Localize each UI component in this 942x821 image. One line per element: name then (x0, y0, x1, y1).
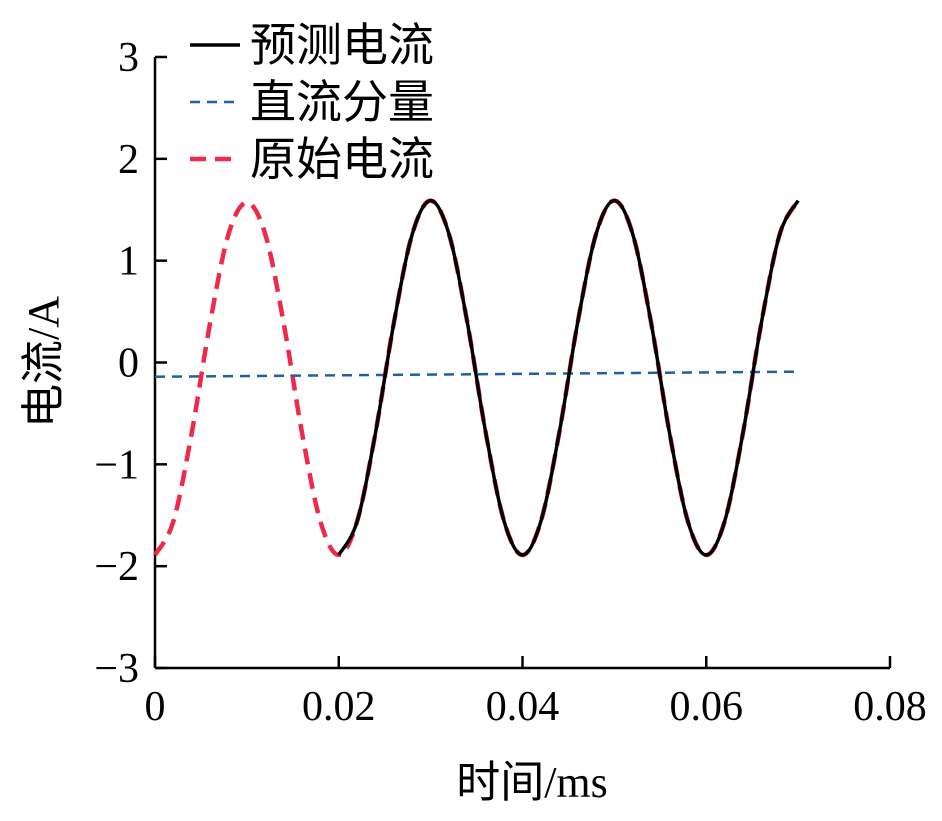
x-tick-label: 0 (145, 684, 166, 730)
x-axis-label: 时间/ms (456, 758, 608, 807)
x-tick-label: 0.04 (486, 684, 560, 730)
y-tick-label: 0 (118, 341, 139, 387)
legend-label-0: 预测电流 (250, 20, 434, 71)
y-tick-label: −3 (94, 646, 139, 692)
legend-label-1: 直流分量 (250, 77, 434, 128)
series-line-1 (154, 370, 799, 379)
y-tick-label: −1 (94, 442, 139, 488)
series-group (153, 198, 801, 558)
y-tick-label: −2 (94, 544, 139, 590)
x-tick-label: 0.06 (670, 684, 744, 730)
x-tick-label: 0.02 (302, 684, 376, 730)
series-line-0 (337, 198, 800, 557)
y-tick-label: 1 (118, 239, 139, 285)
x-tick-label: 0.08 (853, 684, 927, 730)
legend-label-2: 原始电流 (250, 134, 434, 185)
y-tick-label: 3 (118, 35, 139, 81)
y-axis-label: 电流/A (19, 296, 68, 428)
y-tick-label: 2 (118, 137, 139, 183)
